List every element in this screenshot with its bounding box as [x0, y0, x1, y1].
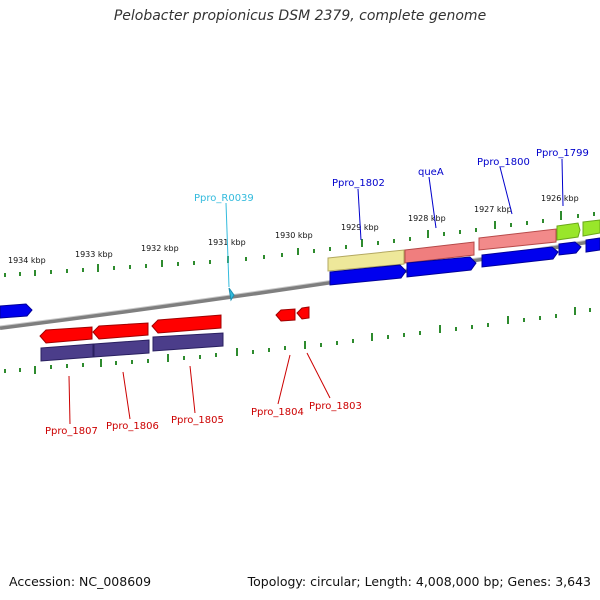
ruler-label: 1930 kbp: [275, 231, 313, 240]
gene-label-ppro-1806[interactable]: Ppro_1806: [106, 421, 159, 432]
forward-feature-band: [327, 219, 600, 272]
forward-cds[interactable]: [558, 241, 582, 256]
forward-cds[interactable]: [0, 303, 33, 319]
ruler-label: 1932 kbp: [141, 244, 179, 253]
rna-marker[interactable]: [228, 287, 235, 302]
reverse-cds-band: [40, 332, 224, 362]
reverse-leaders: [68, 352, 331, 425]
ruler-label: 1928 kbp: [408, 214, 446, 223]
forward-cds[interactable]: [406, 256, 477, 278]
gene-label-ppro-r0039[interactable]: Ppro_R0039: [194, 193, 254, 204]
forward-cds[interactable]: [329, 264, 407, 286]
ruler-label: 1927 kbp: [474, 205, 512, 214]
inner-tick-row: [4, 307, 591, 374]
gene-label-ppro-1807[interactable]: Ppro_1807: [45, 426, 98, 437]
ruler-label: 1934 kbp: [8, 256, 46, 265]
forward-cds[interactable]: [481, 246, 559, 268]
forward-leaders: [225, 158, 564, 288]
gene-label-ppro-1803[interactable]: Ppro_1803: [309, 401, 362, 412]
forward-cds[interactable]: [585, 237, 600, 253]
reverse-gene[interactable]: [151, 314, 222, 334]
forward-feature[interactable]: [327, 249, 405, 272]
reverse-cds[interactable]: [152, 332, 224, 352]
forward-feature[interactable]: [582, 219, 600, 237]
reverse-cds[interactable]: [93, 339, 150, 358]
ruler-label: 1926 kbp: [541, 194, 579, 203]
reverse-gene[interactable]: [296, 306, 310, 320]
genome-summary-text: Topology: circular; Length: 4,008,000 bp…: [247, 574, 591, 589]
forward-cds-band: [0, 237, 600, 319]
gene-label-ppro-1802[interactable]: Ppro_1802: [332, 178, 385, 189]
gene-label-quea[interactable]: queA: [418, 167, 444, 178]
gene-label-ppro-1804[interactable]: Ppro_1804: [251, 407, 304, 418]
outer-tick-row: [4, 211, 595, 277]
ruler-label: 1931 kbp: [208, 238, 246, 247]
reverse-gene[interactable]: [92, 322, 149, 340]
accession-text: Accession: NC_008609: [9, 574, 152, 589]
gene-label-ppro-1800[interactable]: Ppro_1800: [477, 157, 530, 168]
gene-label-ppro-1799[interactable]: Ppro_1799: [536, 148, 589, 159]
gene-label-ppro-1805[interactable]: Ppro_1805: [171, 415, 224, 426]
reverse-gene[interactable]: [39, 326, 93, 344]
reverse-gene[interactable]: [275, 308, 296, 322]
forward-feature[interactable]: [556, 222, 581, 241]
ruler-label: 1933 kbp: [75, 250, 113, 259]
forward-feature[interactable]: [404, 241, 475, 264]
reverse-cds[interactable]: [40, 343, 94, 362]
reverse-gene-band: [39, 306, 310, 344]
forward-feature[interactable]: [478, 228, 557, 251]
genome-title: Pelobacter propionicus DSM 2379, complet…: [113, 8, 487, 24]
